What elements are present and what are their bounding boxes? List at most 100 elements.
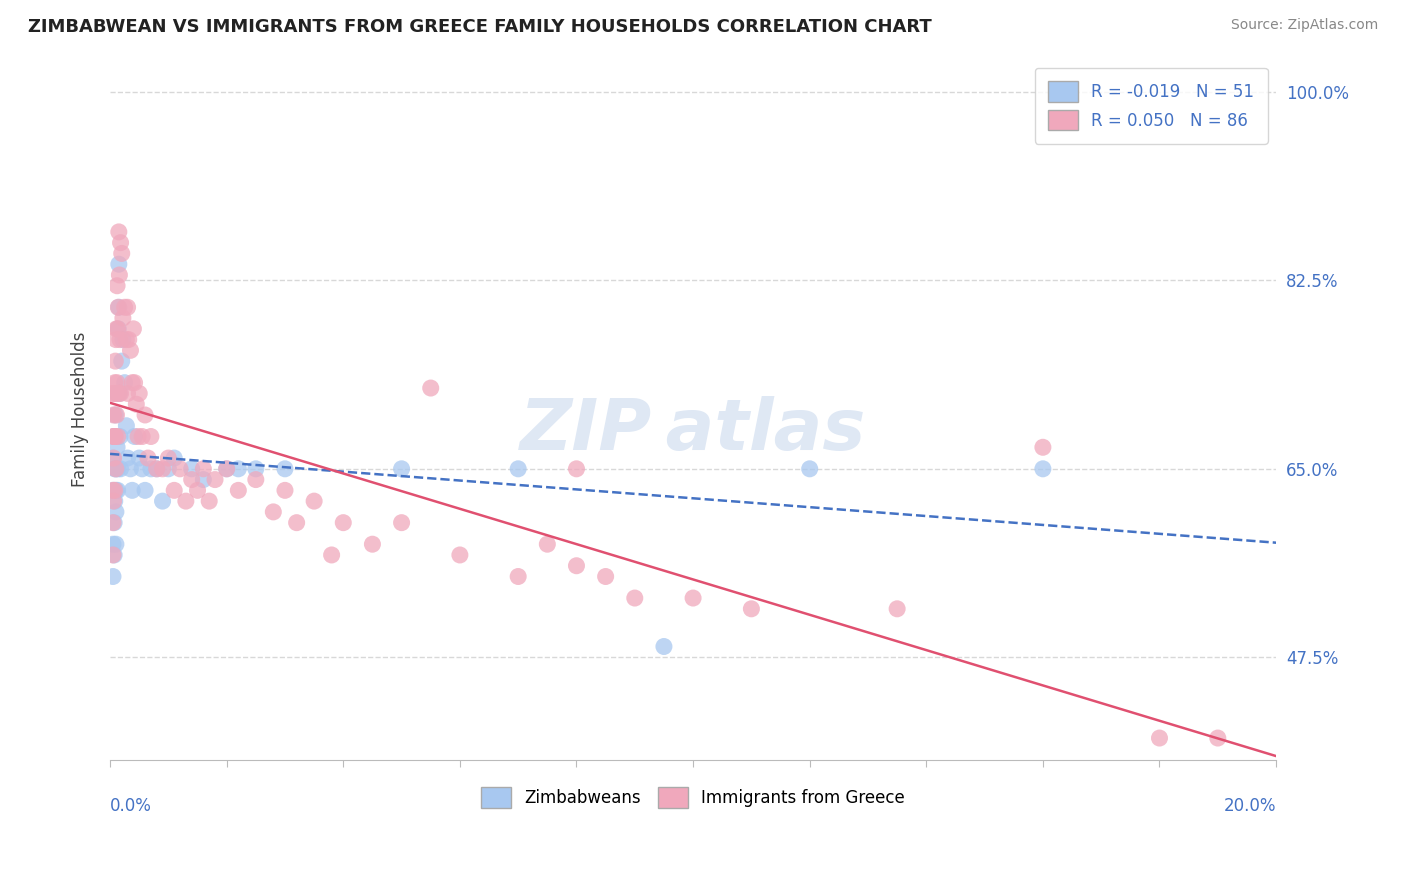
Point [103, 386, 125, 401]
Point [104, 386, 127, 401]
Point [136, 451, 159, 466]
Point [108, 225, 131, 239]
Point [104, 494, 127, 508]
Point [101, 516, 124, 530]
Point [115, 333, 138, 347]
Point [285, 516, 308, 530]
Point [101, 429, 124, 443]
Point [104, 408, 127, 422]
Point [107, 429, 129, 443]
Point [120, 462, 142, 476]
Point [740, 602, 762, 616]
Point [131, 462, 153, 476]
Point [101, 537, 124, 551]
Point [228, 462, 250, 476]
Point [302, 494, 325, 508]
Point [1032, 440, 1054, 454]
Point [131, 429, 153, 443]
Point [103, 408, 125, 422]
Point [193, 462, 215, 476]
Point [122, 322, 145, 336]
Point [139, 429, 162, 443]
Point [103, 548, 125, 562]
Point [108, 386, 131, 401]
Point [152, 462, 174, 476]
Point [163, 483, 186, 498]
Point [274, 462, 297, 476]
Point [110, 235, 132, 250]
Point [110, 462, 132, 476]
Point [128, 451, 150, 466]
Point [449, 548, 471, 562]
Point [104, 462, 127, 476]
Point [180, 462, 202, 476]
Point [108, 268, 131, 282]
Point [104, 354, 127, 368]
Point [117, 300, 139, 314]
Point [361, 537, 384, 551]
Point [104, 483, 127, 498]
Point [1032, 462, 1054, 476]
Point [115, 418, 138, 433]
Point [120, 343, 142, 358]
Point [134, 408, 156, 422]
Point [103, 429, 125, 443]
Point [799, 462, 821, 476]
Point [321, 548, 343, 562]
Legend: Zimbabweans, Immigrants from Greece: Zimbabweans, Immigrants from Greece [475, 780, 911, 814]
Text: ZIP atlas: ZIP atlas [520, 396, 866, 465]
Point [104, 462, 127, 476]
Y-axis label: Family Households: Family Households [72, 332, 89, 487]
Point [124, 376, 146, 390]
Point [886, 602, 908, 616]
Point [114, 376, 136, 390]
Point [595, 569, 617, 583]
Point [1090, 764, 1112, 778]
Point [107, 322, 129, 336]
Point [652, 640, 675, 654]
Point [419, 381, 441, 395]
Point [139, 462, 162, 476]
Point [110, 386, 132, 401]
Point [101, 451, 124, 466]
Point [128, 386, 150, 401]
Point [117, 451, 139, 466]
Point [274, 483, 297, 498]
Point [332, 516, 354, 530]
Point [1149, 731, 1171, 745]
Point [145, 462, 167, 476]
Point [104, 429, 127, 443]
Point [204, 473, 226, 487]
Point [103, 451, 125, 466]
Point [107, 300, 129, 314]
Point [262, 505, 284, 519]
Point [108, 386, 131, 401]
Point [108, 429, 131, 443]
Point [134, 483, 156, 498]
Point [180, 473, 202, 487]
Point [121, 376, 143, 390]
Point [245, 473, 267, 487]
Text: 0.0%: 0.0% [110, 797, 152, 815]
Point [391, 516, 413, 530]
Point [105, 376, 128, 390]
Point [104, 376, 127, 390]
Point [169, 462, 191, 476]
Point [104, 333, 127, 347]
Point [105, 440, 128, 454]
Point [163, 451, 186, 466]
Point [145, 462, 167, 476]
Point [107, 322, 129, 336]
Point [1206, 731, 1229, 745]
Point [508, 462, 530, 476]
Point [103, 429, 125, 443]
Point [111, 333, 134, 347]
Point [391, 462, 413, 476]
Point [104, 483, 127, 498]
Point [174, 494, 197, 508]
Point [215, 462, 238, 476]
Point [198, 494, 221, 508]
Point [108, 257, 131, 271]
Point [157, 462, 180, 476]
Point [107, 483, 129, 498]
